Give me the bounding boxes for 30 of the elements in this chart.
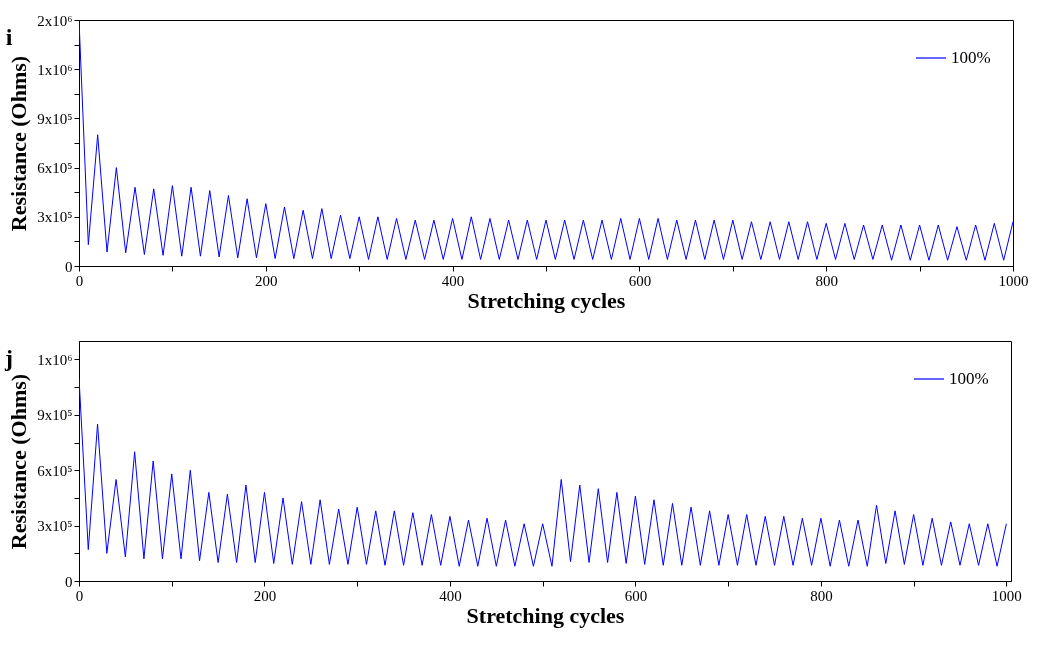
y-tick-label: 9x10⁵	[37, 407, 73, 424]
line-series	[79, 20, 1013, 261]
x-tick-label: 400	[439, 587, 462, 604]
x-axis-title: Stretching cycles	[467, 287, 626, 313]
y-tick-label: 1x10⁶	[37, 351, 73, 368]
legend-label: 100%	[951, 48, 991, 67]
legend-label: 100%	[949, 369, 989, 388]
x-tick-label: 600	[628, 272, 652, 289]
y-axis-title: Resistance (Ohms)	[6, 55, 32, 232]
x-tick-label: 800	[810, 587, 833, 604]
x-axis-title: Stretching cycles	[466, 602, 625, 628]
y-tick-label: 0	[65, 258, 73, 275]
y-tick-label: 6x10⁵	[37, 462, 73, 479]
x-tick-label: 600	[624, 587, 648, 604]
x-tick-label: 800	[815, 272, 838, 289]
x-tick-label: 200	[253, 587, 277, 604]
x-tick-label: 1000	[991, 587, 1022, 604]
x-tick-label: 1000	[998, 272, 1029, 289]
text: i	[5, 24, 13, 50]
y-tick-label: 6x10⁵	[37, 160, 73, 177]
y-tick-label: 9x10⁵	[37, 110, 73, 127]
x-tick-label: 400	[441, 272, 465, 289]
x-tick-label: 200	[255, 272, 278, 289]
y-tick-label: 3x10⁵	[37, 209, 73, 226]
text: j	[4, 345, 13, 371]
y-tick-label: 1x10⁶	[37, 61, 73, 78]
y-axis-title: Resistance (Ohms)	[6, 373, 32, 550]
y-tick-label: 0	[65, 573, 73, 590]
y-tick-label: 2x10⁶	[37, 12, 73, 29]
y-tick-label: 3x10⁵	[37, 518, 73, 535]
